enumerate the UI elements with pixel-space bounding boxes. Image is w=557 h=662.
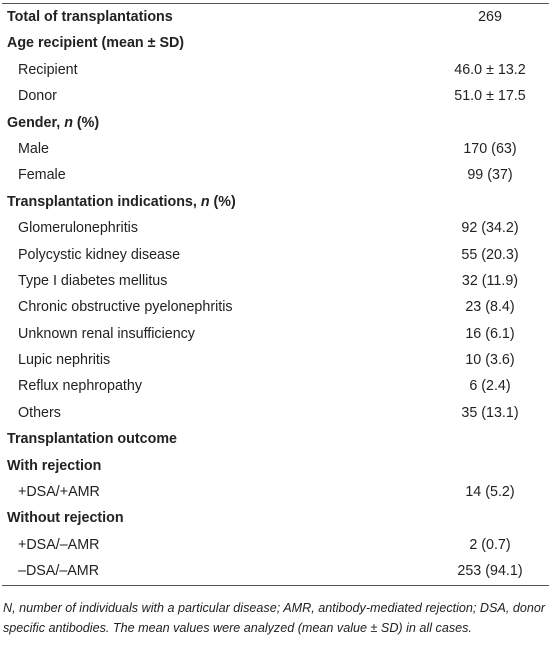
- row-label: Others: [18, 404, 61, 421]
- table-row: Female 99 (37): [2, 162, 549, 188]
- label-part: n: [200, 193, 210, 210]
- table-row: Without rejection: [2, 505, 549, 531]
- table-row: Unknown renal insufficiency 16 (6.1): [2, 321, 549, 347]
- row-label: Chronic obstructive pyelonephritis: [18, 299, 233, 316]
- table-row: Polycystic kidney disease 55 (20.3): [2, 242, 549, 268]
- row-label: Polycystic kidney disease: [18, 246, 181, 263]
- table-row: Transplantation outcome: [2, 426, 549, 452]
- row-label: Transplantation outcome: [7, 431, 177, 448]
- row-label: Without rejection: [7, 510, 124, 527]
- row-value: 16 (6.1): [465, 325, 515, 342]
- table-row: Age recipient (mean ± SD): [2, 30, 549, 56]
- table-row: Chronic obstructive pyelonephritis 23 (8.…: [2, 294, 549, 320]
- table: Total of transplantations 269 Age recipien…: [2, 3, 549, 586]
- table-row: Others 35 (13.1): [2, 400, 549, 426]
- row-value: 269: [478, 9, 502, 25]
- row-label: Reflux nephropathy: [18, 378, 142, 395]
- row-value: 14 (5.2): [465, 484, 515, 501]
- row-value: 6 (2.4): [469, 378, 511, 395]
- table-row: Donor 51.0 ± 17.5: [2, 83, 549, 109]
- label-part: Gender,: [7, 114, 65, 131]
- row-label: –DSA/–AMR: [18, 563, 100, 580]
- row-value: 253 (94.1): [457, 563, 523, 580]
- footnote: N, number of individuals with a particul…: [3, 601, 546, 635]
- table-row: With rejection: [2, 453, 549, 479]
- row-label: Glomerulonephritis: [18, 220, 138, 237]
- row-label: Lupic nephritis: [18, 352, 111, 369]
- row-label: Age recipient (mean ± SD): [7, 35, 185, 52]
- row-value: 10 (3.6): [465, 352, 515, 369]
- label-part: Transplantation indications,: [7, 193, 201, 210]
- label-part: (%): [72, 114, 100, 131]
- table-row: +DSA/+AMR 14 (5.2): [2, 479, 549, 505]
- table-row: Total of transplantations 269: [2, 4, 549, 30]
- row-label: Unknown renal insufficiency: [18, 325, 195, 342]
- table-row: +DSA/–AMR 2 (0.7): [2, 532, 549, 558]
- row-value: 51.0 ± 17.5: [454, 88, 526, 105]
- row-value: 2 (0.7): [469, 536, 511, 553]
- table-row: Glomerulonephritis 92 (34.2): [2, 215, 549, 241]
- row-label: +DSA/+AMR: [18, 484, 100, 501]
- table-row: Recipient 46.0 ± 13.2: [2, 57, 549, 83]
- row-label: +DSA/–AMR: [18, 536, 100, 553]
- table-row: Transplantation indications, n (%): [2, 189, 549, 215]
- row-value: 99 (37): [467, 167, 513, 184]
- row-value: 35 (13.1): [461, 404, 519, 421]
- row-value: 92 (34.2): [461, 220, 519, 237]
- table-row: Male 170 (63): [2, 136, 549, 162]
- label-part: (%): [209, 193, 236, 210]
- row-label: Type I diabetes mellitus: [18, 272, 168, 289]
- row-label: Male: [18, 140, 49, 157]
- row-value: 46.0 ± 13.2: [454, 61, 526, 78]
- row-value: 55 (20.3): [461, 246, 519, 263]
- table-row: Gender, n (%): [2, 110, 549, 136]
- row-label: Female: [18, 167, 66, 184]
- row-label: Recipient: [18, 61, 78, 78]
- table-row: Lupic nephritis 10 (3.6): [2, 347, 549, 373]
- table-row: –DSA/–AMR 253 (94.1): [2, 558, 549, 584]
- row-label: Donor: [18, 88, 57, 105]
- row-value: 23 (8.4): [465, 299, 515, 316]
- row-value: 170 (63): [463, 140, 517, 157]
- table-row: Reflux nephropathy 6 (2.4): [2, 373, 549, 399]
- row-value: 32 (11.9): [461, 272, 519, 289]
- row-label: With rejection: [7, 457, 102, 474]
- row-label: Gender, n (%): [7, 110, 99, 136]
- label-part: n: [64, 114, 73, 131]
- row-label: Transplantation indications, n (%): [7, 189, 236, 215]
- row-label: Total of transplantations: [7, 9, 173, 25]
- table-row: Type I diabetes mellitus 32 (11.9): [2, 268, 549, 294]
